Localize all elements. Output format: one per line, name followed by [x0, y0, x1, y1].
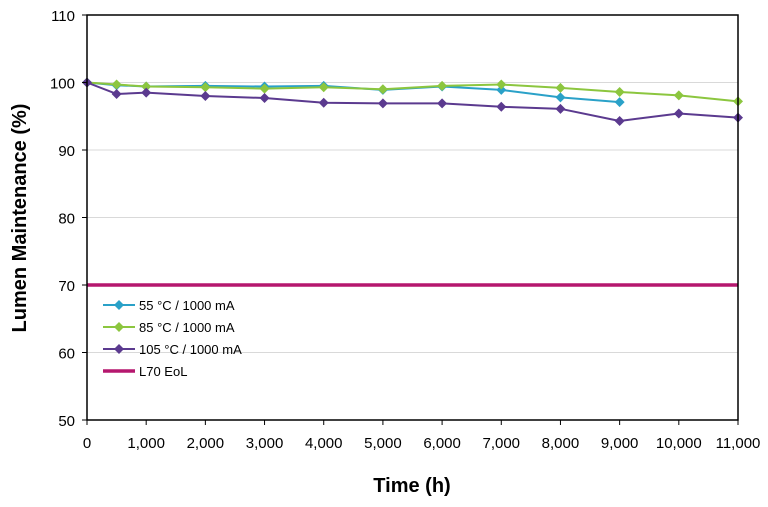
y-tick-label: 80 — [58, 211, 75, 228]
data-point — [318, 97, 329, 108]
data-point — [111, 79, 122, 90]
legend: 55 °C / 1000 mA 85 °C / 1000 mA 105 °C / 1… — [103, 298, 242, 379]
data-point — [614, 86, 625, 97]
x-tick-label: 8,000 — [542, 435, 580, 452]
y-tick-label: 50 — [58, 413, 75, 430]
y-tick-label: 90 — [58, 143, 75, 160]
plot-frame — [86, 14, 739, 421]
data-point — [496, 101, 507, 112]
y-tick-label: 100 — [50, 76, 75, 93]
tick-layer: 50 60 70 80 90 100 110 0 1,000 2,000 3,000 4,000 5,0… — [50, 8, 760, 452]
legend-label: L70 EoL — [139, 364, 187, 379]
x-tick-label: 10,000 — [656, 435, 702, 452]
data-point — [555, 92, 566, 103]
y-tick-label: 60 — [58, 346, 75, 363]
legend-swatch-marker — [114, 322, 124, 332]
data-point — [259, 83, 270, 94]
x-tick-label: 0 — [83, 435, 91, 452]
data-point — [496, 79, 507, 90]
legend-label: 55 °C / 1000 mA — [139, 298, 235, 313]
series-layer — [82, 77, 743, 287]
y-tick-label: 110 — [51, 8, 75, 25]
axis-layer — [82, 14, 739, 425]
data-point — [437, 80, 448, 91]
legend-item: 55 °C / 1000 mA — [103, 298, 235, 313]
data-point — [555, 82, 566, 93]
x-axis-title: Time (h) — [373, 475, 450, 497]
y-tick-label: 70 — [58, 278, 75, 295]
x-tick-label: 6,000 — [423, 435, 461, 452]
y-axis-title: Lumen Maintenance (%) — [9, 104, 31, 333]
series-3 — [82, 77, 743, 126]
data-point — [673, 90, 684, 101]
x-tick-label: 11,000 — [716, 435, 761, 452]
data-point — [496, 84, 507, 95]
x-tick-label: 1,000 — [127, 435, 165, 452]
legend-swatch-marker — [114, 344, 124, 354]
legend-swatch-marker — [114, 300, 124, 310]
x-tick-label: 3,000 — [246, 435, 284, 452]
data-point — [141, 87, 152, 98]
legend-item: L70 EoL — [103, 364, 187, 379]
x-tick-label: 2,000 — [187, 435, 225, 452]
series-2 — [82, 77, 743, 107]
data-point — [377, 98, 388, 109]
data-point — [437, 98, 448, 109]
x-tick-label: 5,000 — [364, 435, 402, 452]
data-point — [673, 108, 684, 119]
x-tick-label: 9,000 — [601, 435, 639, 452]
x-tick-label: 7,000 — [482, 435, 520, 452]
x-tick-label: 4,000 — [305, 435, 343, 452]
data-point — [200, 82, 211, 93]
data-point — [318, 82, 329, 93]
data-point — [614, 115, 625, 126]
series-line — [86, 81, 620, 104]
data-point — [141, 81, 152, 92]
data-point — [259, 93, 270, 104]
data-point — [555, 103, 566, 114]
legend-item: 85 °C / 1000 mA — [103, 320, 235, 335]
legend-label: 85 °C / 1000 mA — [139, 320, 235, 335]
data-point — [111, 88, 122, 99]
data-point — [614, 97, 625, 108]
legend-label: 105 °C / 1000 mA — [139, 342, 242, 357]
data-point — [200, 91, 211, 101]
data-point — [377, 84, 388, 95]
legend-item: 105 °C / 1000 mA — [103, 342, 242, 357]
